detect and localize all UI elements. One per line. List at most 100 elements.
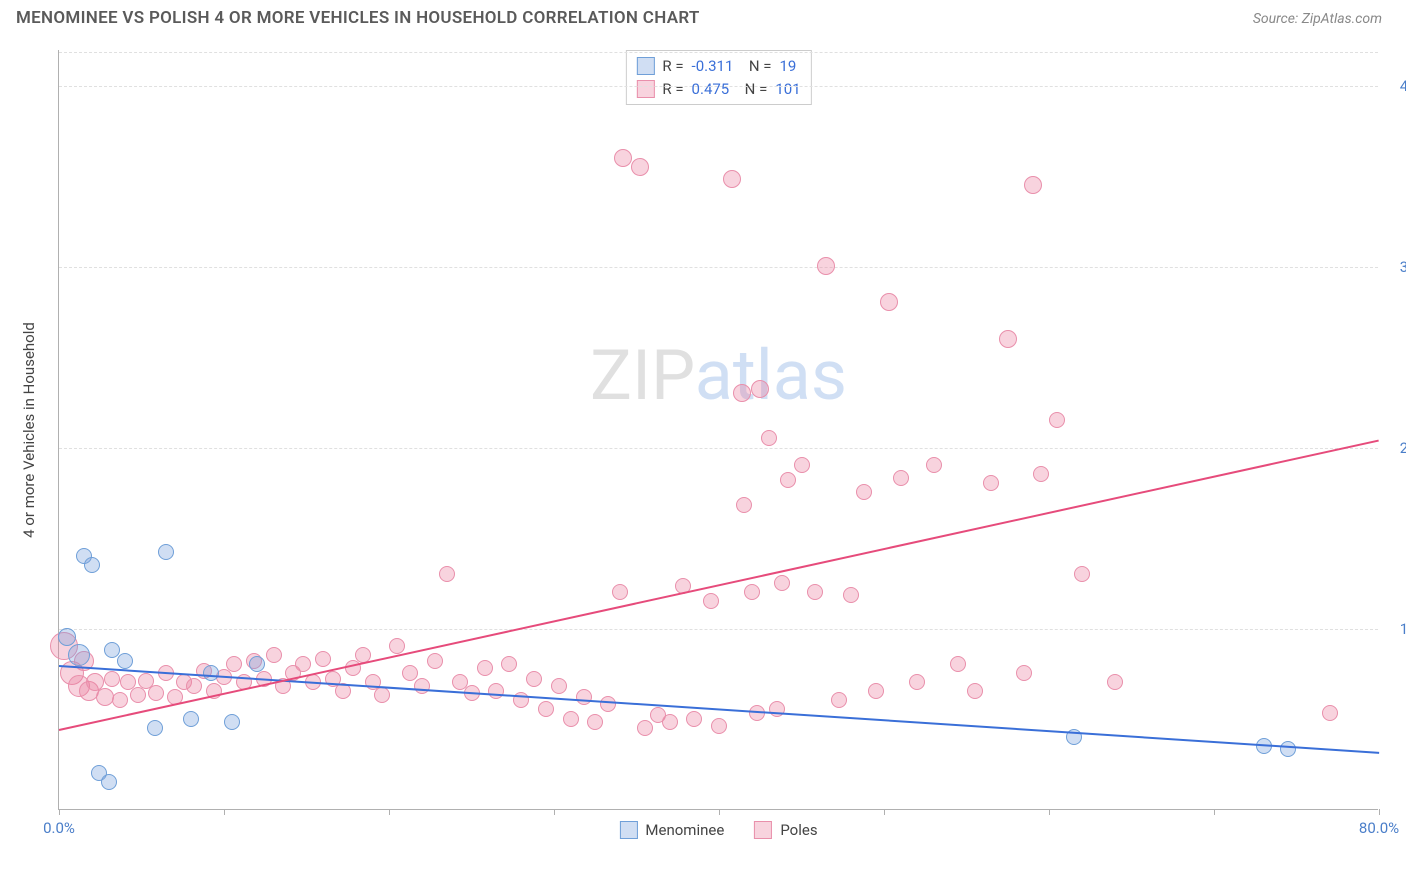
- y-axis-label: 4 or more Vehicles in Household: [20, 322, 38, 538]
- x-tick: [1214, 809, 1215, 815]
- data-point-poles: [563, 711, 579, 727]
- data-point-poles: [266, 647, 282, 663]
- y-tick-label: 30.0%: [1400, 258, 1406, 276]
- data-point-poles: [538, 701, 554, 717]
- gridline: [59, 448, 1378, 449]
- data-point-menominee: [117, 653, 133, 669]
- data-point-poles: [576, 689, 592, 705]
- data-point-poles: [733, 384, 751, 402]
- data-point-poles: [999, 330, 1017, 348]
- data-point-poles: [880, 293, 898, 311]
- data-point-poles: [868, 683, 884, 699]
- data-point-poles: [130, 687, 146, 703]
- gridline: [59, 629, 1378, 630]
- data-point-poles: [612, 584, 628, 600]
- y-tick-label: 40.0%: [1400, 77, 1406, 95]
- data-point-poles: [600, 696, 616, 712]
- data-point-poles: [662, 714, 678, 730]
- data-point-poles: [723, 170, 741, 188]
- n-label: N =: [737, 78, 767, 101]
- data-point-poles: [807, 584, 823, 600]
- gridline: [59, 86, 1378, 87]
- legend-label-poles: Poles: [780, 821, 817, 839]
- legend-item-poles: Poles: [754, 821, 817, 839]
- x-tick: [389, 809, 390, 815]
- data-point-poles: [1033, 466, 1049, 482]
- data-point-poles: [414, 678, 430, 694]
- data-point-poles: [769, 701, 785, 717]
- x-tick-label: 0.0%: [43, 819, 75, 837]
- data-point-poles: [711, 718, 727, 734]
- data-point-poles: [950, 656, 966, 672]
- data-point-poles: [761, 430, 777, 446]
- y-tick-label: 10.0%: [1400, 620, 1406, 638]
- chart-title: MENOMINEE VS POLISH 4 OR MORE VEHICLES I…: [16, 8, 700, 28]
- data-point-poles: [315, 651, 331, 667]
- x-tick: [224, 809, 225, 815]
- data-point-poles: [1049, 412, 1065, 428]
- data-point-poles: [831, 692, 847, 708]
- data-point-poles: [817, 257, 835, 275]
- data-point-poles: [374, 687, 390, 703]
- y-tick-label: 20.0%: [1400, 439, 1406, 457]
- x-tick: [884, 809, 885, 815]
- data-point-menominee: [147, 720, 163, 736]
- data-point-menominee: [249, 656, 265, 672]
- data-point-poles: [983, 475, 999, 491]
- n-value-menominee: 19: [779, 55, 796, 78]
- data-point-poles: [427, 653, 443, 669]
- data-point-poles: [587, 714, 603, 730]
- data-point-menominee: [1280, 741, 1296, 757]
- data-point-poles: [736, 497, 752, 513]
- data-point-menominee: [183, 711, 199, 727]
- data-point-poles: [112, 692, 128, 708]
- data-point-poles: [477, 660, 493, 676]
- swatch-poles: [754, 821, 772, 839]
- data-point-poles: [501, 656, 517, 672]
- data-point-poles: [794, 457, 810, 473]
- watermark-atlas: atlas: [695, 335, 847, 417]
- r-label: R =: [662, 78, 683, 101]
- data-point-menominee: [101, 774, 117, 790]
- data-point-poles: [389, 638, 405, 654]
- data-point-poles: [926, 457, 942, 473]
- data-point-poles: [148, 685, 164, 701]
- correlation-legend: R = -0.311 N = 19 R = 0.475 N = 101: [625, 50, 811, 105]
- x-tick: [1049, 809, 1050, 815]
- n-label: N =: [741, 55, 771, 78]
- data-point-poles: [637, 720, 653, 736]
- data-point-poles: [843, 587, 859, 603]
- trendline-poles: [59, 439, 1379, 730]
- data-point-poles: [744, 584, 760, 600]
- data-point-poles: [614, 149, 632, 167]
- data-point-poles: [774, 575, 790, 591]
- x-tick-label: 80.0%: [1359, 819, 1399, 837]
- data-point-menominee: [158, 544, 174, 560]
- legend-row-poles: R = 0.475 N = 101: [636, 78, 800, 101]
- data-point-poles: [526, 671, 542, 687]
- r-value-menominee: -0.311: [692, 55, 734, 78]
- data-point-poles: [893, 470, 909, 486]
- data-point-poles: [856, 484, 872, 500]
- data-point-poles: [186, 678, 202, 694]
- data-point-menominee: [68, 644, 90, 666]
- x-tick: [554, 809, 555, 815]
- data-point-poles: [631, 158, 649, 176]
- data-point-poles: [1322, 705, 1338, 721]
- swatch-menominee: [619, 821, 637, 839]
- legend-item-menominee: Menominee: [619, 821, 724, 839]
- data-point-poles: [1107, 674, 1123, 690]
- x-tick: [719, 809, 720, 815]
- legend-label-menominee: Menominee: [645, 821, 724, 839]
- watermark-zip: ZIP: [590, 335, 695, 417]
- swatch-poles: [636, 80, 654, 98]
- x-tick: [1379, 809, 1380, 815]
- source-label: Source: ZipAtlas.com: [1253, 11, 1382, 27]
- data-point-poles: [780, 472, 796, 488]
- swatch-menominee: [636, 57, 654, 75]
- data-point-poles: [703, 593, 719, 609]
- data-point-poles: [96, 688, 114, 706]
- data-point-poles: [751, 380, 769, 398]
- gridline: [59, 267, 1378, 268]
- r-value-poles: 0.475: [692, 78, 730, 101]
